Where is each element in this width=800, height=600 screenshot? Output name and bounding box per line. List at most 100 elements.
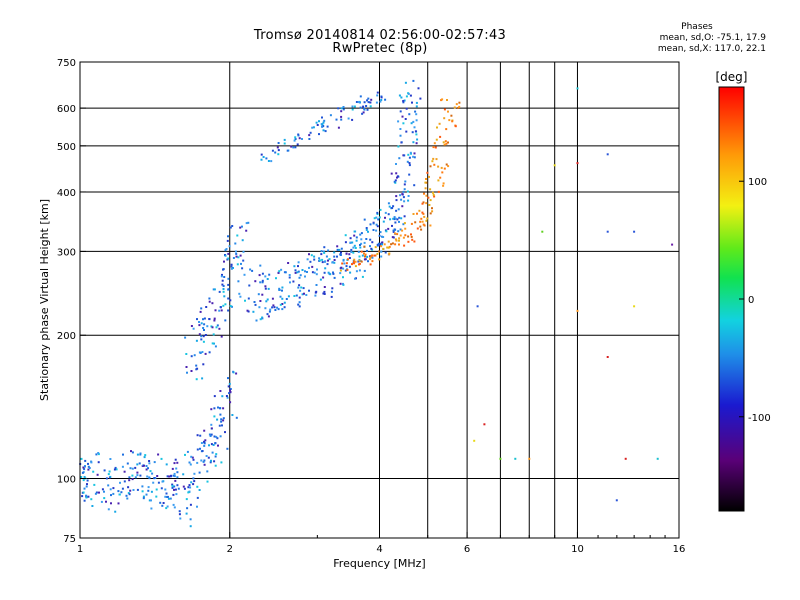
data-point bbox=[404, 180, 407, 183]
data-point bbox=[210, 408, 213, 411]
data-point bbox=[195, 339, 198, 342]
data-point bbox=[220, 335, 223, 338]
data-point bbox=[447, 165, 450, 168]
data-point bbox=[388, 253, 391, 256]
data-point bbox=[130, 450, 132, 453]
data-point bbox=[229, 388, 232, 390]
data-point bbox=[385, 230, 388, 233]
data-point bbox=[138, 462, 141, 465]
data-point bbox=[143, 456, 146, 459]
data-point bbox=[274, 151, 277, 154]
data-point bbox=[299, 289, 302, 292]
data-point bbox=[450, 114, 453, 117]
data-point bbox=[367, 97, 370, 100]
data-point bbox=[346, 258, 349, 261]
data-point bbox=[396, 218, 399, 221]
data-point bbox=[103, 497, 106, 500]
data-point bbox=[81, 471, 84, 474]
data-point bbox=[435, 138, 438, 141]
data-point bbox=[210, 433, 213, 436]
data-point bbox=[386, 246, 389, 249]
data-point bbox=[383, 243, 386, 246]
data-point bbox=[298, 305, 301, 308]
data-point bbox=[417, 87, 420, 90]
data-point bbox=[159, 501, 162, 504]
data-point bbox=[226, 239, 229, 242]
data-point bbox=[281, 289, 283, 292]
data-point bbox=[131, 451, 134, 454]
data-point bbox=[369, 255, 371, 258]
data-point bbox=[297, 303, 300, 306]
data-point bbox=[134, 466, 137, 469]
data-point bbox=[398, 216, 401, 219]
data-point bbox=[399, 110, 402, 113]
data-point bbox=[371, 254, 374, 257]
data-point bbox=[190, 481, 193, 484]
data-point bbox=[123, 470, 126, 473]
data-point bbox=[198, 471, 201, 474]
data-point bbox=[419, 225, 422, 228]
data-point bbox=[415, 113, 418, 116]
data-point bbox=[360, 238, 363, 241]
data-point bbox=[342, 259, 345, 262]
data-point bbox=[90, 498, 93, 501]
data-point bbox=[172, 493, 175, 496]
data-point bbox=[398, 237, 401, 240]
data-point bbox=[184, 336, 187, 339]
data-point bbox=[86, 483, 88, 486]
data-point bbox=[196, 318, 198, 321]
data-point bbox=[323, 246, 326, 249]
y-axis-label: Stationary phase Virtual Height [km] bbox=[38, 199, 51, 401]
data-point bbox=[148, 476, 151, 479]
data-point bbox=[199, 434, 202, 437]
data-point bbox=[238, 292, 241, 295]
data-point bbox=[176, 476, 179, 479]
data-point bbox=[83, 499, 86, 502]
data-point bbox=[421, 211, 424, 214]
data-point bbox=[406, 190, 409, 193]
data-point bbox=[438, 122, 441, 125]
data-point bbox=[234, 250, 237, 253]
data-point bbox=[188, 461, 191, 464]
data-point bbox=[283, 142, 286, 145]
data-point bbox=[434, 146, 437, 149]
data-point bbox=[296, 271, 299, 274]
data-point bbox=[226, 447, 229, 450]
data-point bbox=[281, 297, 284, 300]
data-point bbox=[245, 222, 248, 225]
data-point bbox=[423, 224, 426, 227]
data-point bbox=[394, 228, 397, 231]
data-point bbox=[360, 232, 363, 235]
data-point bbox=[437, 165, 440, 168]
data-point bbox=[397, 230, 400, 233]
data-point bbox=[354, 260, 357, 263]
data-point bbox=[171, 484, 174, 487]
data-point bbox=[136, 463, 139, 466]
data-point bbox=[225, 248, 228, 250]
data-point bbox=[395, 209, 398, 212]
data-point bbox=[379, 208, 382, 211]
data-point bbox=[220, 461, 223, 464]
data-point bbox=[242, 250, 245, 253]
data-point bbox=[336, 245, 339, 248]
data-point bbox=[390, 243, 393, 246]
data-point bbox=[171, 483, 174, 486]
data-point bbox=[369, 105, 372, 108]
data-point bbox=[353, 244, 356, 247]
data-point bbox=[355, 236, 358, 239]
data-point bbox=[367, 260, 369, 263]
data-point bbox=[415, 105, 418, 108]
data-point bbox=[363, 269, 366, 272]
data-point bbox=[369, 238, 372, 241]
data-point bbox=[277, 271, 280, 274]
data-point bbox=[393, 218, 396, 221]
data-point bbox=[325, 255, 328, 258]
data-point bbox=[275, 277, 277, 280]
data-point bbox=[353, 230, 356, 233]
data-point bbox=[185, 498, 188, 501]
data-point bbox=[103, 490, 105, 493]
data-point bbox=[361, 275, 364, 278]
data-point bbox=[253, 301, 256, 303]
data-point bbox=[279, 295, 282, 298]
data-point bbox=[369, 101, 372, 104]
